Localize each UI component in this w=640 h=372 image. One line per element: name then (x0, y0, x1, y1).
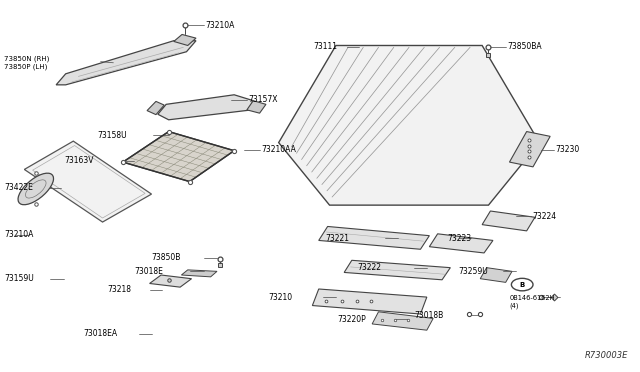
Text: 73210A: 73210A (4, 230, 33, 239)
Polygon shape (278, 45, 540, 205)
Circle shape (511, 278, 533, 291)
Polygon shape (480, 268, 512, 282)
Text: 0B146-6162H
(4): 0B146-6162H (4) (509, 295, 555, 309)
Text: 73230: 73230 (556, 145, 579, 154)
Polygon shape (509, 132, 550, 167)
Text: 73850BA: 73850BA (507, 42, 541, 51)
Polygon shape (181, 270, 217, 277)
Text: 73018B: 73018B (414, 311, 444, 320)
Text: 73422E: 73422E (4, 183, 33, 192)
Text: B: B (520, 282, 525, 288)
Text: 73210A: 73210A (205, 21, 235, 30)
Polygon shape (123, 132, 234, 182)
Polygon shape (372, 312, 433, 330)
Text: 73163V: 73163V (65, 157, 94, 166)
Polygon shape (319, 227, 429, 249)
Text: R730003E: R730003E (585, 351, 628, 360)
Polygon shape (150, 275, 191, 287)
Text: 73850B: 73850B (152, 253, 181, 262)
Text: 73220P: 73220P (338, 315, 367, 324)
Polygon shape (147, 102, 164, 115)
Text: 73223: 73223 (447, 234, 471, 243)
Polygon shape (312, 289, 427, 314)
Polygon shape (247, 101, 266, 113)
Text: 73850N (RH)
73850P (LH): 73850N (RH) 73850P (LH) (4, 56, 49, 70)
Text: 73210: 73210 (268, 293, 292, 302)
Polygon shape (56, 41, 196, 85)
Polygon shape (344, 260, 451, 280)
Ellipse shape (18, 173, 54, 205)
Polygon shape (482, 211, 535, 231)
Text: 73018EA: 73018EA (83, 329, 118, 339)
Text: 73111: 73111 (314, 42, 338, 51)
Text: 73224: 73224 (532, 212, 557, 221)
Text: 73259U: 73259U (459, 267, 488, 276)
Text: 73222: 73222 (357, 263, 381, 272)
Text: 73157X: 73157X (248, 95, 278, 104)
Polygon shape (24, 141, 152, 222)
Text: 73159U: 73159U (4, 274, 34, 283)
Text: 73221: 73221 (325, 234, 349, 243)
Text: 73210AA: 73210AA (261, 145, 296, 154)
Text: 73218: 73218 (107, 285, 131, 294)
Polygon shape (429, 234, 493, 253)
Polygon shape (173, 35, 196, 45)
Text: 73018E: 73018E (134, 267, 163, 276)
Text: 73158U: 73158U (97, 131, 127, 140)
Polygon shape (158, 95, 253, 120)
